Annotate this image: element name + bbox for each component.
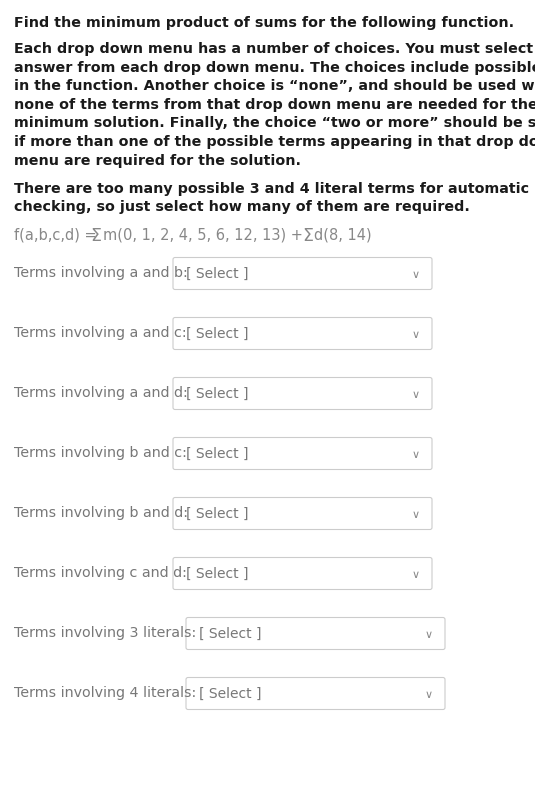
- Text: checking, so just select how many of them are required.: checking, so just select how many of the…: [14, 201, 470, 214]
- Text: Σ: Σ: [302, 227, 313, 245]
- Text: d(8, 14): d(8, 14): [314, 227, 372, 242]
- Text: There are too many possible 3 and 4 literal terms for automatic: There are too many possible 3 and 4 lite…: [14, 182, 529, 196]
- FancyBboxPatch shape: [173, 498, 432, 529]
- Text: answer from each drop down menu. The choices include possible terms: answer from each drop down menu. The cho…: [14, 61, 535, 75]
- Text: menu are required for the solution.: menu are required for the solution.: [14, 154, 301, 167]
- FancyBboxPatch shape: [186, 618, 445, 650]
- Text: [ Select ]: [ Select ]: [186, 387, 248, 400]
- Text: if more than one of the possible terms appearing in that drop down: if more than one of the possible terms a…: [14, 135, 535, 149]
- Text: ∨: ∨: [425, 689, 433, 700]
- Text: ∨: ∨: [412, 450, 420, 459]
- Text: Each drop down menu has a number of choices. You must select an: Each drop down menu has a number of choi…: [14, 42, 535, 57]
- Text: Terms involving 3 literals:: Terms involving 3 literals:: [14, 626, 196, 641]
- Text: none of the terms from that drop down menu are needed for the: none of the terms from that drop down me…: [14, 98, 535, 112]
- Text: [ Select ]: [ Select ]: [186, 506, 248, 521]
- FancyBboxPatch shape: [173, 257, 432, 290]
- Text: Terms involving a and c:: Terms involving a and c:: [14, 326, 187, 341]
- Text: [ Select ]: [ Select ]: [186, 326, 248, 341]
- Text: Terms involving c and d:: Terms involving c and d:: [14, 567, 187, 580]
- Text: ∨: ∨: [412, 330, 420, 340]
- Text: Find the minimum product of sums for the following function.: Find the minimum product of sums for the…: [14, 16, 514, 30]
- FancyBboxPatch shape: [173, 557, 432, 590]
- Text: [ Select ]: [ Select ]: [199, 626, 262, 641]
- Text: [ Select ]: [ Select ]: [186, 567, 248, 580]
- Text: ∨: ∨: [412, 270, 420, 279]
- Text: Terms involving a and d:: Terms involving a and d:: [14, 387, 188, 400]
- Text: Terms involving b and d:: Terms involving b and d:: [14, 506, 188, 521]
- Text: Σ: Σ: [90, 227, 101, 245]
- Text: [ Select ]: [ Select ]: [186, 447, 248, 461]
- FancyBboxPatch shape: [173, 377, 432, 409]
- Text: Terms involving 4 literals:: Terms involving 4 literals:: [14, 686, 196, 700]
- Text: in the function. Another choice is “none”, and should be used when: in the function. Another choice is “none…: [14, 80, 535, 93]
- Text: minimum solution. Finally, the choice “two or more” should be selected: minimum solution. Finally, the choice “t…: [14, 116, 535, 131]
- Text: ∨: ∨: [412, 569, 420, 579]
- Text: ∨: ∨: [412, 509, 420, 520]
- Text: ∨: ∨: [412, 389, 420, 400]
- FancyBboxPatch shape: [173, 438, 432, 470]
- Text: Terms involving a and b:: Terms involving a and b:: [14, 267, 188, 280]
- Text: ∨: ∨: [425, 630, 433, 639]
- Text: f(a,b,c,d) =: f(a,b,c,d) =: [14, 227, 101, 242]
- FancyBboxPatch shape: [186, 677, 445, 709]
- Text: [ Select ]: [ Select ]: [199, 686, 262, 700]
- Text: m(0, 1, 2, 4, 5, 6, 12, 13) +: m(0, 1, 2, 4, 5, 6, 12, 13) +: [103, 227, 308, 242]
- Text: [ Select ]: [ Select ]: [186, 267, 248, 280]
- FancyBboxPatch shape: [173, 318, 432, 349]
- Text: Terms involving b and c:: Terms involving b and c:: [14, 447, 187, 461]
